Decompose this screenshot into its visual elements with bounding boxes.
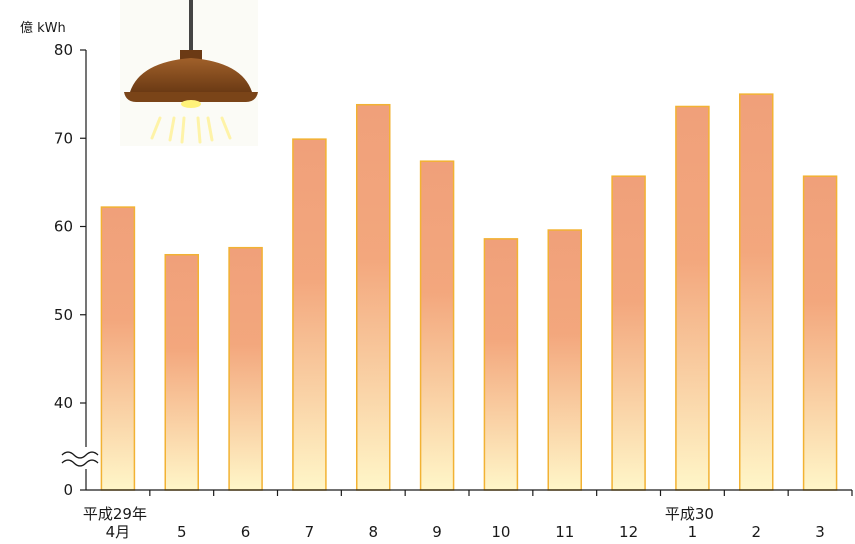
x-tick-label: 9	[432, 523, 442, 541]
bar-3	[228, 246, 263, 491]
bar-12	[802, 175, 838, 491]
pendant-lamp-icon	[120, 0, 258, 146]
bar-2	[164, 253, 199, 491]
x-tick-label: 2	[751, 523, 761, 541]
x-era-label: 平成29年	[83, 505, 147, 523]
x-tick-label: 1	[688, 523, 698, 541]
x-tick-label: 8	[368, 523, 378, 541]
x-tick-label: 3	[815, 523, 825, 541]
y-tick-label: 0	[63, 481, 73, 499]
x-tick-label: 4月	[106, 523, 131, 541]
x-tick-label: 6	[241, 523, 251, 541]
x-tick-label: 11	[555, 523, 574, 541]
axis-break-mark	[61, 451, 99, 467]
bar-10	[675, 105, 710, 491]
bar-9	[611, 175, 646, 491]
y-axis-unit: 億 kWh	[20, 20, 66, 36]
y-axis: 億 kWh 0 40 50 60 70 80	[20, 20, 87, 499]
x-tick-label: 12	[619, 523, 638, 541]
bar-4	[292, 138, 327, 491]
bar-1	[100, 206, 136, 491]
x-era-label: 平成30	[665, 505, 714, 523]
x-tick-label: 7	[305, 523, 315, 541]
y-tick-label: 50	[54, 306, 73, 324]
bar-11	[739, 93, 774, 491]
bar-7	[483, 238, 519, 491]
x-tick-label: 10	[491, 523, 510, 541]
y-tick-label: 70	[54, 129, 73, 147]
bar-8	[547, 229, 582, 491]
x-tick-label: 5	[177, 523, 187, 541]
y-tick-label: 60	[54, 218, 73, 236]
y-tick-label: 40	[54, 394, 73, 412]
bar-6	[419, 160, 455, 491]
bar-5	[356, 103, 391, 491]
y-tick-label: 80	[54, 41, 73, 59]
